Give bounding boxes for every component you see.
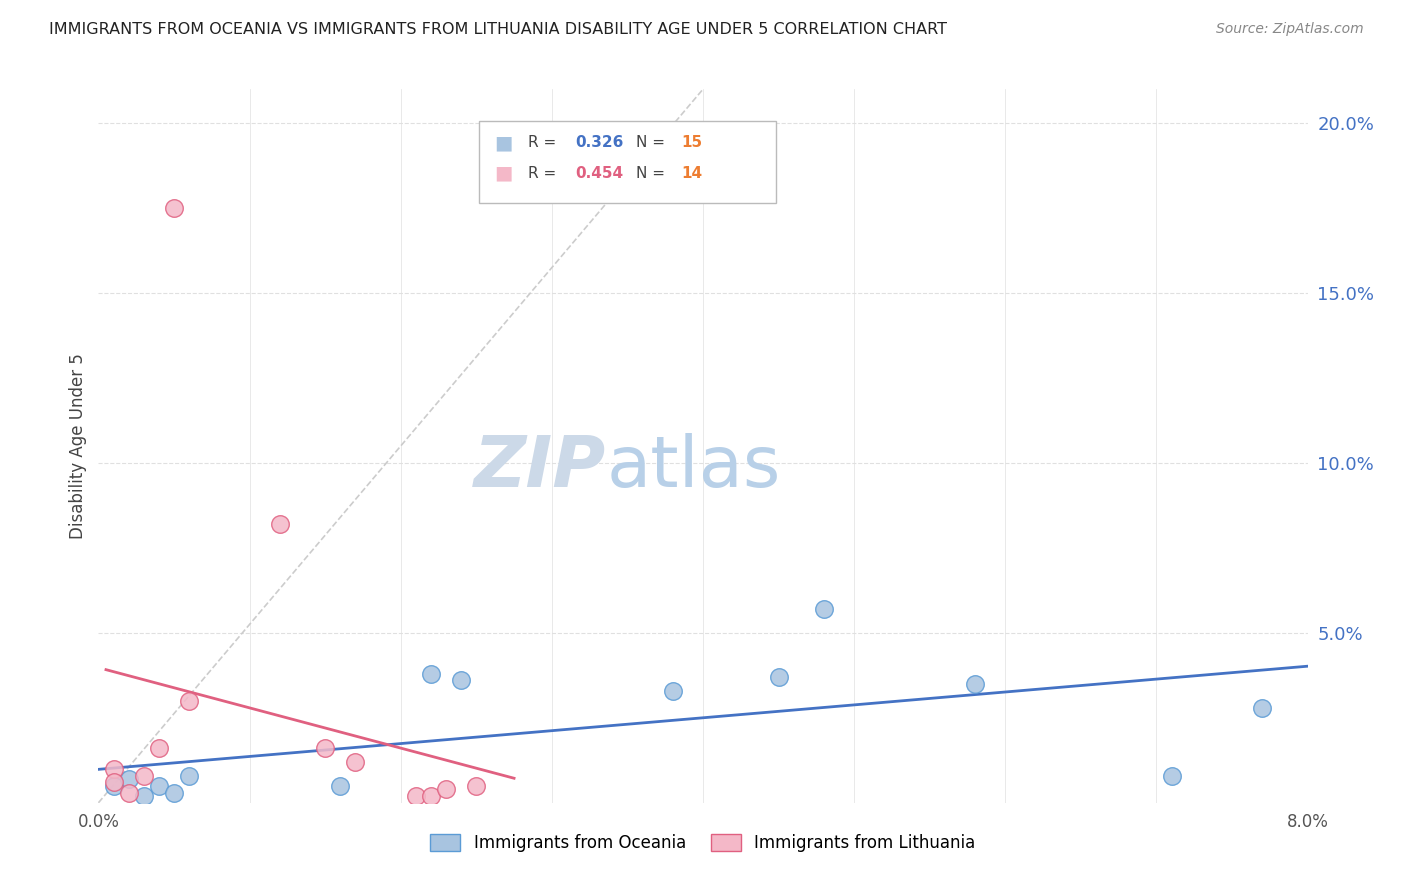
Point (450, 673, 472, 688)
Legend: Immigrants from Oceania, Immigrants from Lithuania: Immigrants from Oceania, Immigrants from… (423, 827, 983, 859)
Point (434, 782, 457, 797)
Point (965, 677, 987, 691)
Text: ■: ■ (494, 133, 512, 153)
Point (118, 772, 141, 786)
Point (329, 779, 352, 793)
Text: 15: 15 (682, 136, 703, 150)
Point (163, 201, 186, 215)
Point (103, 762, 125, 776)
Y-axis label: Disability Age Under 5: Disability Age Under 5 (69, 353, 87, 539)
Point (768, 670, 790, 684)
Text: ■: ■ (494, 164, 512, 183)
Text: Source: ZipAtlas.com: Source: ZipAtlas.com (1216, 22, 1364, 37)
Text: atlas: atlas (606, 433, 780, 502)
Point (148, 779, 170, 793)
Point (148, 741, 170, 756)
Point (179, 694, 201, 708)
Point (465, 779, 488, 793)
Point (179, 769, 201, 783)
Point (269, 517, 291, 532)
Point (163, 786, 186, 800)
Point (103, 775, 125, 789)
Point (344, 755, 367, 769)
Text: N =: N = (637, 166, 671, 181)
Text: ZIP: ZIP (474, 433, 606, 502)
Point (813, 602, 835, 616)
Point (1251, 700, 1274, 714)
Point (405, 789, 427, 803)
Point (1160, 769, 1182, 783)
Text: 0.454: 0.454 (575, 166, 623, 181)
Text: R =: R = (527, 136, 561, 150)
Text: R =: R = (527, 166, 561, 181)
Point (132, 789, 155, 803)
Text: 0.326: 0.326 (575, 136, 623, 150)
Point (132, 769, 155, 783)
Text: 14: 14 (682, 166, 703, 181)
Point (420, 666, 443, 681)
Text: N =: N = (637, 136, 671, 150)
Point (420, 789, 443, 803)
Point (103, 779, 125, 793)
Point (118, 786, 141, 800)
Text: IMMIGRANTS FROM OCEANIA VS IMMIGRANTS FROM LITHUANIA DISABILITY AGE UNDER 5 CORR: IMMIGRANTS FROM OCEANIA VS IMMIGRANTS FR… (49, 22, 948, 37)
Point (314, 741, 336, 756)
FancyBboxPatch shape (479, 121, 776, 203)
Point (661, 683, 683, 698)
